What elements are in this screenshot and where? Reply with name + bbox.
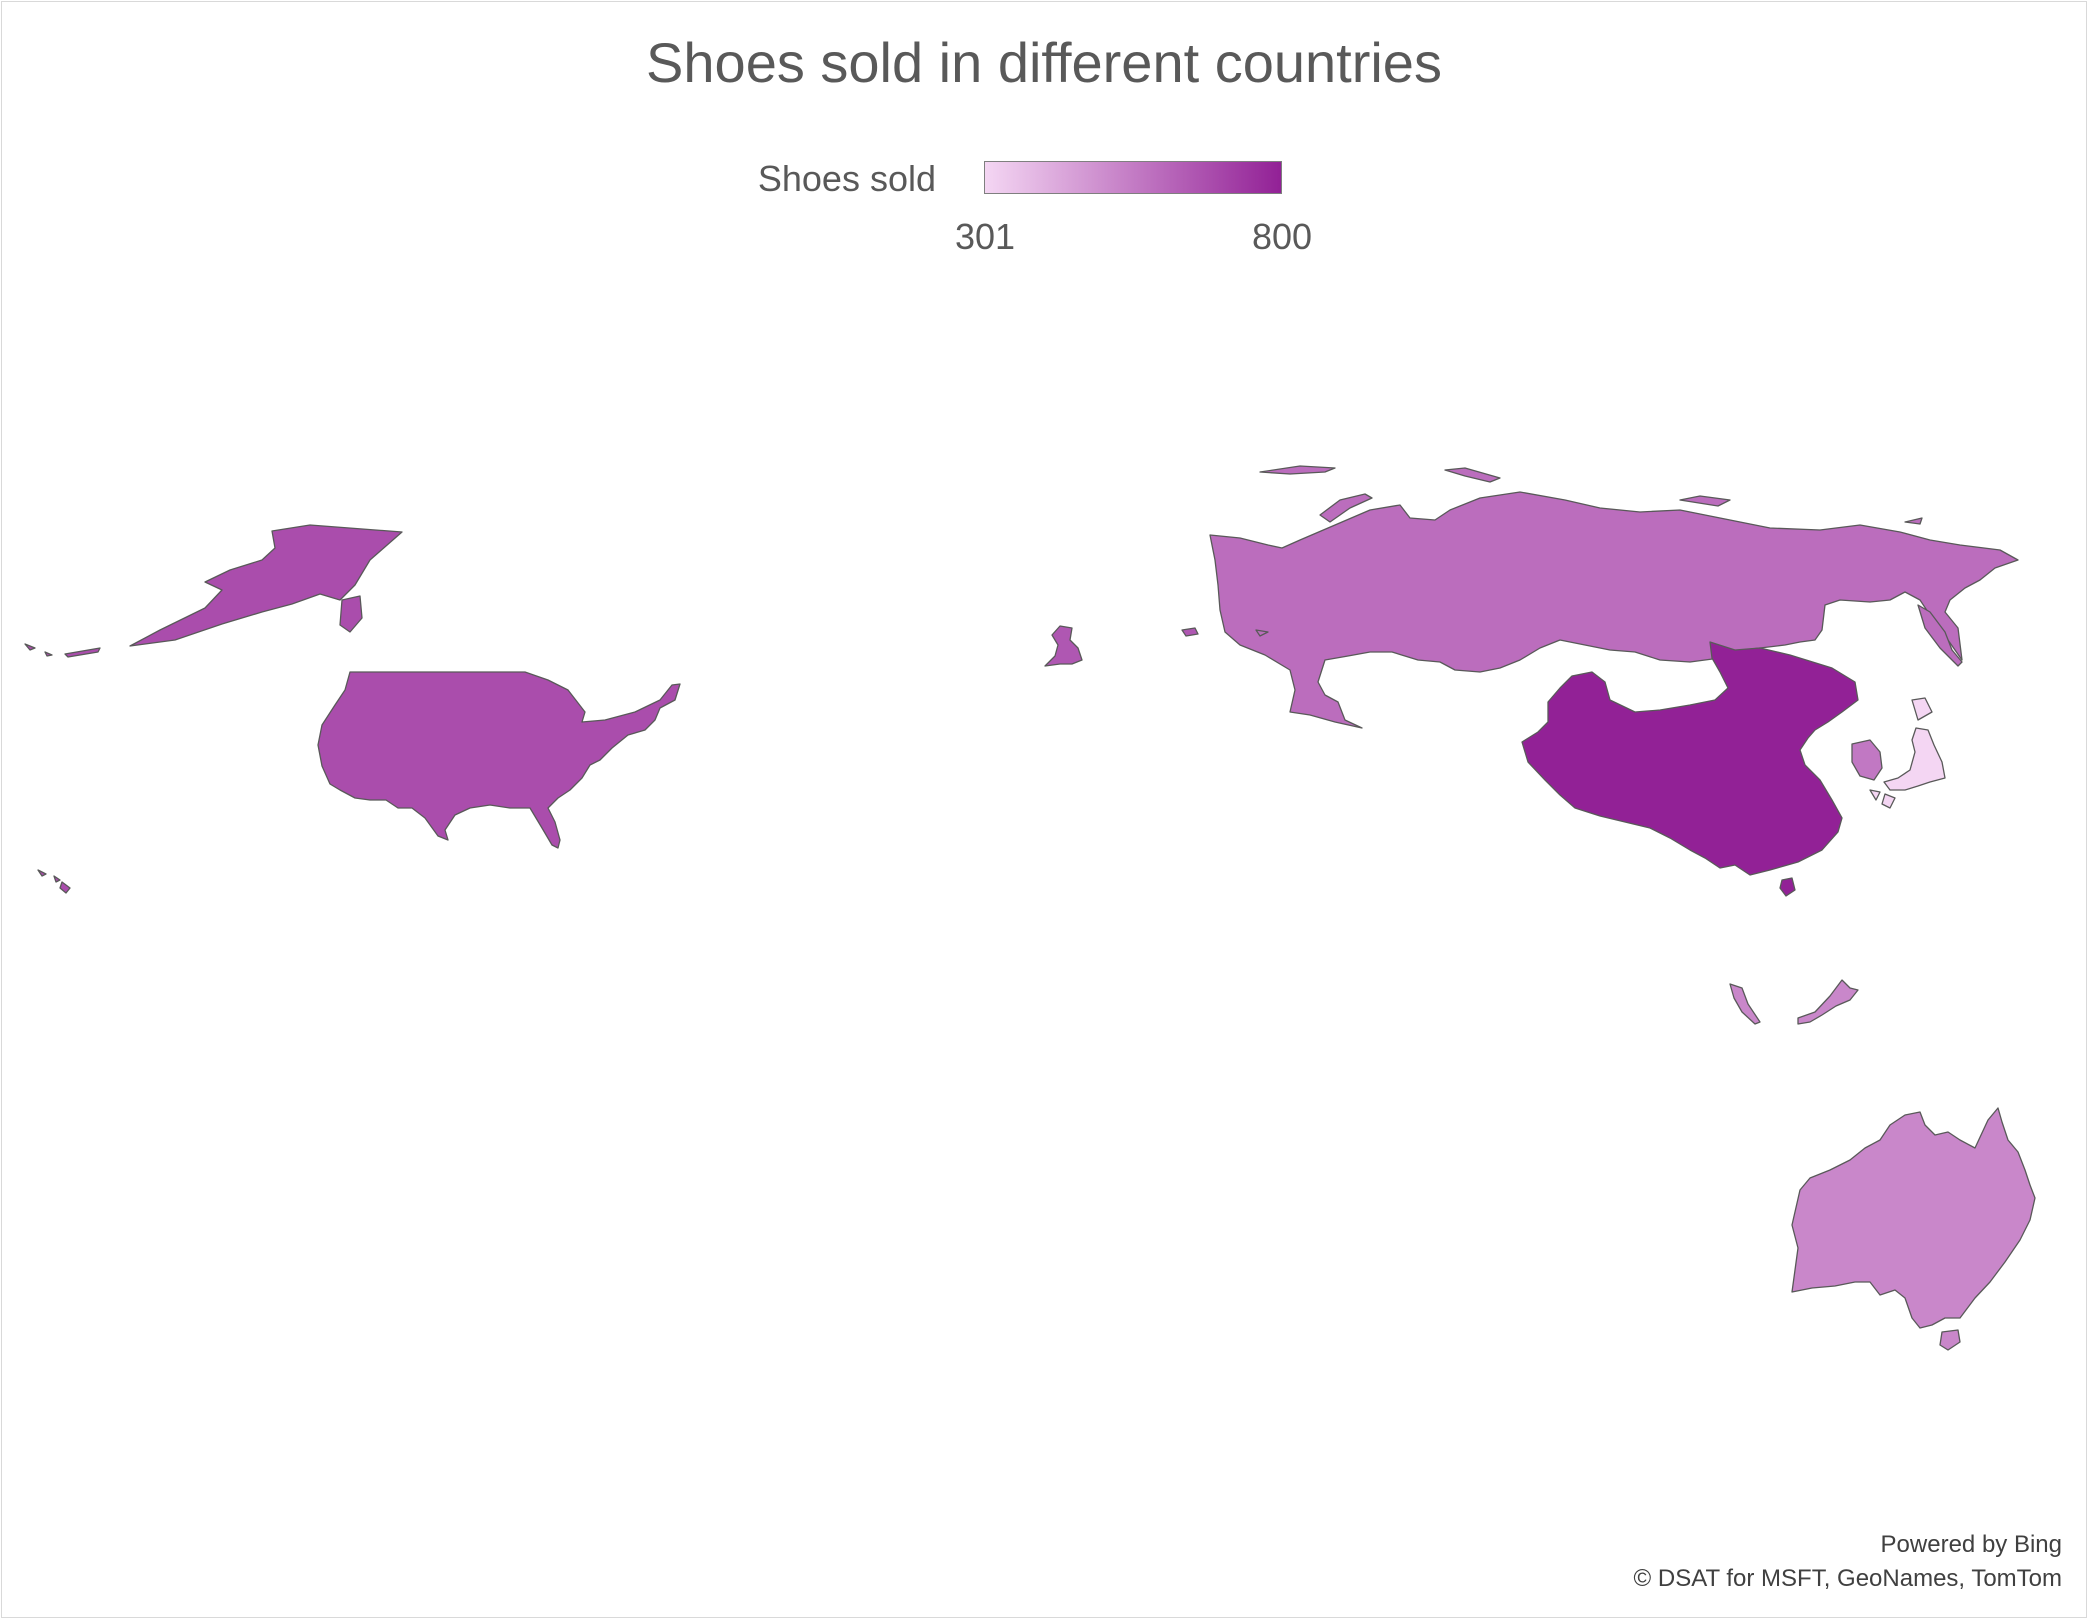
legend-title: Shoes sold [757,158,936,199]
legend-min-value: 301 [954,216,1016,257]
region-alaska [129,524,403,647]
region-aleutians [24,643,101,658]
region-japan [1869,697,1946,809]
region-northern-ireland [1181,627,1199,637]
legend-color-scale [984,161,1282,194]
chart-title: Shoes sold in different countries [646,31,1442,94]
region-hawaii [37,869,71,894]
region-russia-kamchatka [1917,604,1963,667]
region-australia [1791,1107,2036,1329]
region-south-korea [1851,739,1883,781]
region-malaysia-peninsula [1729,983,1761,1025]
legend-max-value: 800 [1251,216,1313,257]
region-hainan [1779,877,1796,897]
region-alaska-peninsula [339,595,363,633]
region-russia-islands [1255,465,1923,637]
region-tasmania [1939,1329,1961,1351]
attribution-copyright: © DSAT for MSFT, GeoNames, TomTom [1633,1565,2062,1592]
region-malaysia-borneo [1797,979,1859,1025]
region-united-kingdom [1044,625,1083,667]
region-china [1521,641,1859,876]
attribution-powered-by: Powered by Bing [1880,1531,2062,1558]
map-attribution: Powered by Bing © DSAT for MSFT, GeoName… [1634,1528,2062,1596]
region-russia [1209,491,2019,729]
region-united-states [317,671,681,849]
